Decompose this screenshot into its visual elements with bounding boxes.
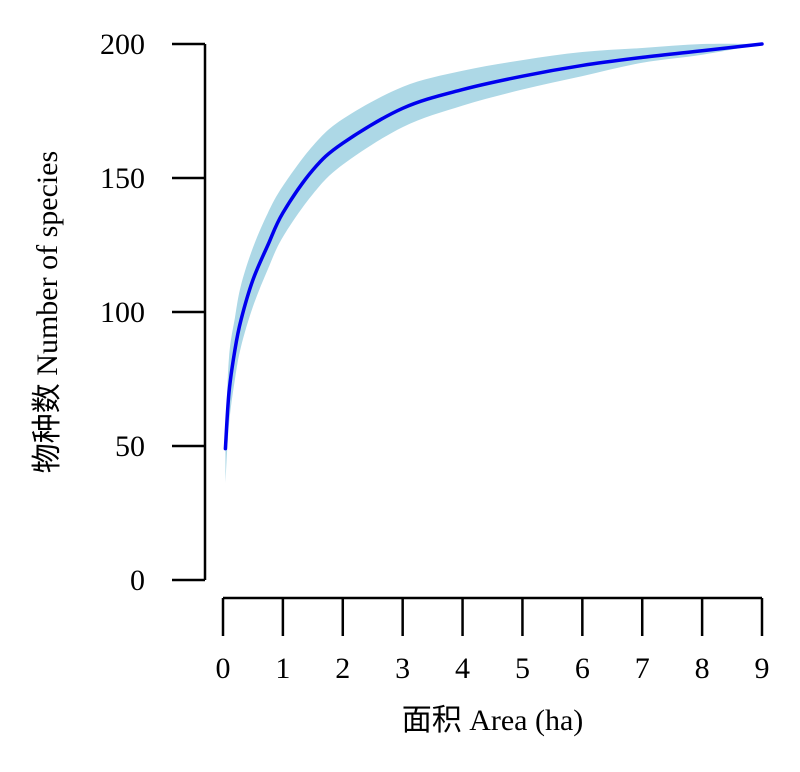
- x-tick-label: 9: [755, 652, 770, 685]
- y-axis-title: 物种数 Number of species: [31, 151, 64, 473]
- confidence-band: [225, 43, 762, 484]
- confidence-band-layer: [225, 43, 762, 484]
- axes-layer: 0 50 100 150 200 0 1 2 3 4 5 6 7 8 9: [100, 28, 770, 685]
- y-tick-label: 50: [115, 430, 145, 463]
- x-tick-label: 5: [515, 652, 530, 685]
- x-tick-label: 8: [695, 652, 710, 685]
- x-tick-label: 2: [335, 652, 350, 685]
- y-tick-label: 100: [100, 296, 145, 329]
- x-tick-label: 4: [455, 652, 470, 685]
- y-ticks: 0 50 100 150 200: [100, 28, 205, 597]
- x-tick-label: 3: [395, 652, 410, 685]
- y-tick-label: 0: [130, 564, 145, 597]
- fitted-curve-line: [223, 42, 764, 451]
- x-axis-title: 面积 Area (ha): [402, 704, 584, 737]
- y-tick-label: 150: [100, 162, 145, 195]
- x-tick-label: 6: [575, 652, 590, 685]
- x-ticks: 0 1 2 3 4 5 6 7 8 9: [216, 598, 770, 685]
- x-tick-label: 7: [635, 652, 650, 685]
- x-tick-label: 1: [275, 652, 290, 685]
- y-tick-label: 200: [100, 28, 145, 61]
- x-tick-label: 0: [216, 652, 231, 685]
- line-layer: [223, 42, 764, 451]
